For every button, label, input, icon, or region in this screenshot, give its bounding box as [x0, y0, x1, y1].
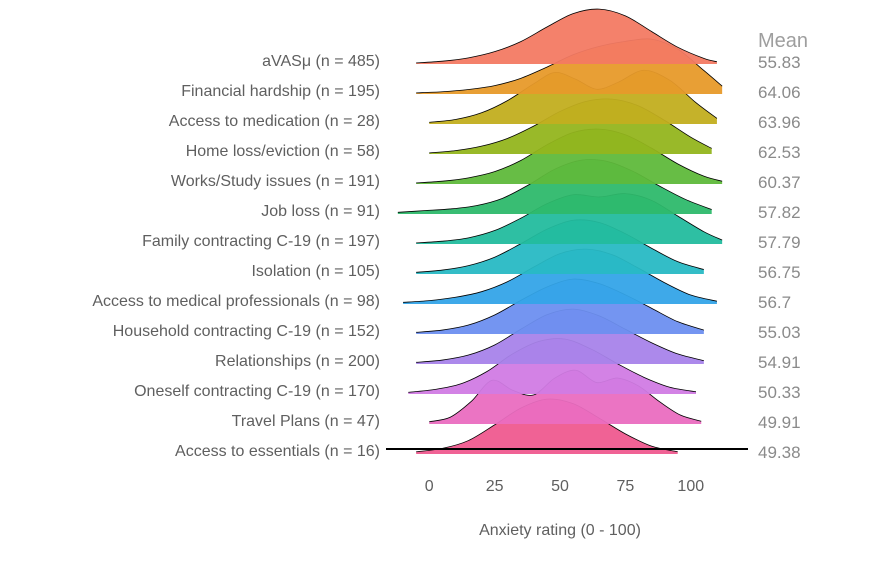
ridge-label: Home loss/eviction (n = 58) — [186, 143, 380, 161]
x-axis-title: Anxiety rating (0 - 100) — [479, 522, 641, 540]
ridge-mean: 60.37 — [758, 173, 801, 193]
ridge-density — [0, 8, 890, 66]
ridge-label: Family contracting C-19 (n = 197) — [142, 233, 380, 251]
ridgeline-chart: MeanAccess to essentials (n = 16)49.38Tr… — [0, 0, 890, 577]
ridge-label: Travel Plans (n = 47) — [232, 413, 380, 431]
x-axis-tick: 0 — [425, 478, 434, 496]
ridge-label: Household contracting C-19 (n = 152) — [113, 323, 380, 341]
ridge-mean: 54.91 — [758, 353, 801, 373]
ridge-mean: 64.06 — [758, 83, 801, 103]
ridge-mean: 56.7 — [758, 293, 791, 313]
ridge-mean: 55.83 — [758, 53, 801, 73]
ridge-mean: 49.38 — [758, 443, 801, 463]
ridge-mean: 57.79 — [758, 233, 801, 253]
x-axis-tick: 50 — [551, 478, 569, 496]
ridge-mean: 63.96 — [758, 113, 801, 133]
ridge-label: Financial hardship (n = 195) — [181, 83, 380, 101]
x-axis-tick: 25 — [486, 478, 504, 496]
ridge-label: Access to medical professionals (n = 98) — [92, 293, 380, 311]
ridge-mean: 56.75 — [758, 263, 801, 283]
ridge-mean: 50.33 — [758, 383, 801, 403]
x-axis-tick: 75 — [616, 478, 634, 496]
ridge-label: Relationships (n = 200) — [215, 353, 380, 371]
ridge-mean: 55.03 — [758, 323, 801, 343]
ridge-label: Job loss (n = 91) — [261, 203, 380, 221]
ridge-mean: 57.82 — [758, 203, 801, 223]
ridge-label: Access to medication (n = 28) — [169, 113, 380, 131]
ridge-mean: 49.91 — [758, 413, 801, 433]
ridge-label: Access to essentials (n = 16) — [175, 443, 380, 461]
x-axis-tick: 100 — [677, 478, 704, 496]
x-axis-baseline — [386, 448, 748, 450]
ridge-label: aVASμ (n = 485) — [262, 53, 380, 71]
ridge-label: Works/Study issues (n = 191) — [171, 173, 380, 191]
ridge-label: Oneself contracting C-19 (n = 170) — [134, 383, 380, 401]
ridge-mean: 62.53 — [758, 143, 801, 163]
ridge-label: Isolation (n = 105) — [251, 263, 380, 281]
